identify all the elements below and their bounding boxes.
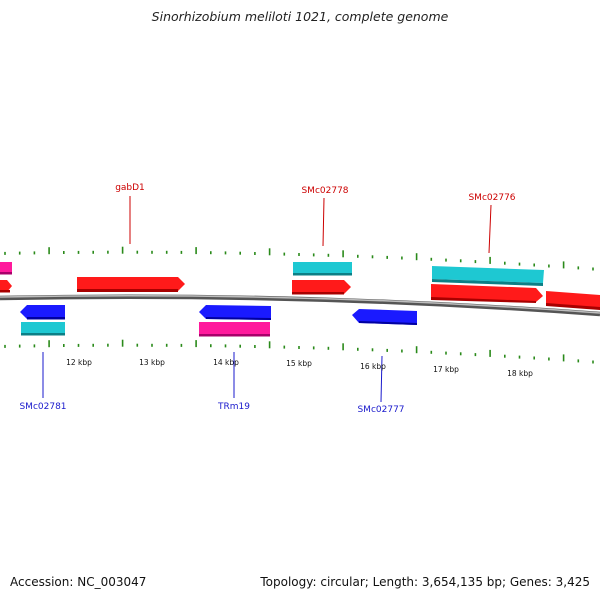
SMc02776-leader [488, 204, 492, 254]
gene-label-TRm19[interactable]: TRm19 [217, 402, 250, 412]
gene-SMc02778-cds[interactable] [292, 280, 351, 295]
gene-TRm19-rna[interactable] [199, 322, 270, 337]
feature-cds-left-edge[interactable] [0, 280, 12, 293]
gene-SMc02777[interactable] [352, 309, 417, 325]
gene-SMc02776[interactable] [432, 266, 544, 286]
gene-label-SMc02778[interactable]: SMc02778 [301, 186, 348, 196]
gene-TRm19[interactable] [199, 305, 271, 320]
accession-text: Accession: NC_003047 [10, 575, 147, 589]
gene-SMc02776-cds[interactable] [431, 284, 543, 303]
tick-label-17kbp: 17 kbp [433, 365, 459, 374]
gene-label-SMc02777[interactable]: SMc02777 [357, 405, 404, 415]
SMc02778-leader [322, 197, 325, 247]
tick-labels: 12 kbp 13 kbp 14 kbp 15 kbp 16 kbp 17 kb… [66, 358, 533, 378]
genome-summary-text: Topology: circular; Length: 3,654,135 bp… [260, 575, 590, 589]
gene-SMc02781-feature[interactable] [21, 322, 65, 336]
gene-SMc02781[interactable] [20, 305, 65, 320]
genome-backbone-highlight [0, 294, 600, 314]
tick-label-13kbp: 13 kbp [139, 358, 165, 367]
feature-cds-right-edge[interactable] [546, 291, 600, 310]
tick-marks-top [4, 246, 594, 271]
tick-label-14kbp: 14 kbp [213, 358, 239, 367]
tick-marks-bottom [4, 339, 594, 364]
gene-label-gabD1[interactable]: gabD1 [115, 183, 145, 193]
tick-label-15kbp: 15 kbp [286, 359, 312, 368]
tick-label-16kbp: 16 kbp [360, 362, 386, 371]
feature-rna-left-edge[interactable] [0, 262, 12, 275]
genome-backbone [0, 294, 600, 317]
tick-label-18kbp: 18 kbp [507, 369, 533, 378]
SMc02777-leader [380, 355, 383, 403]
gene-label-SMc02781[interactable]: SMc02781 [19, 402, 66, 412]
gene-SMc02778[interactable] [293, 262, 352, 276]
map-title: Sinorhizobium meliloti 1021, complete ge… [151, 9, 449, 24]
gene-gabD1[interactable] [77, 277, 185, 292]
tick-label-12kbp: 12 kbp [66, 358, 92, 367]
gene-label-SMc02776[interactable]: SMc02776 [468, 193, 515, 203]
